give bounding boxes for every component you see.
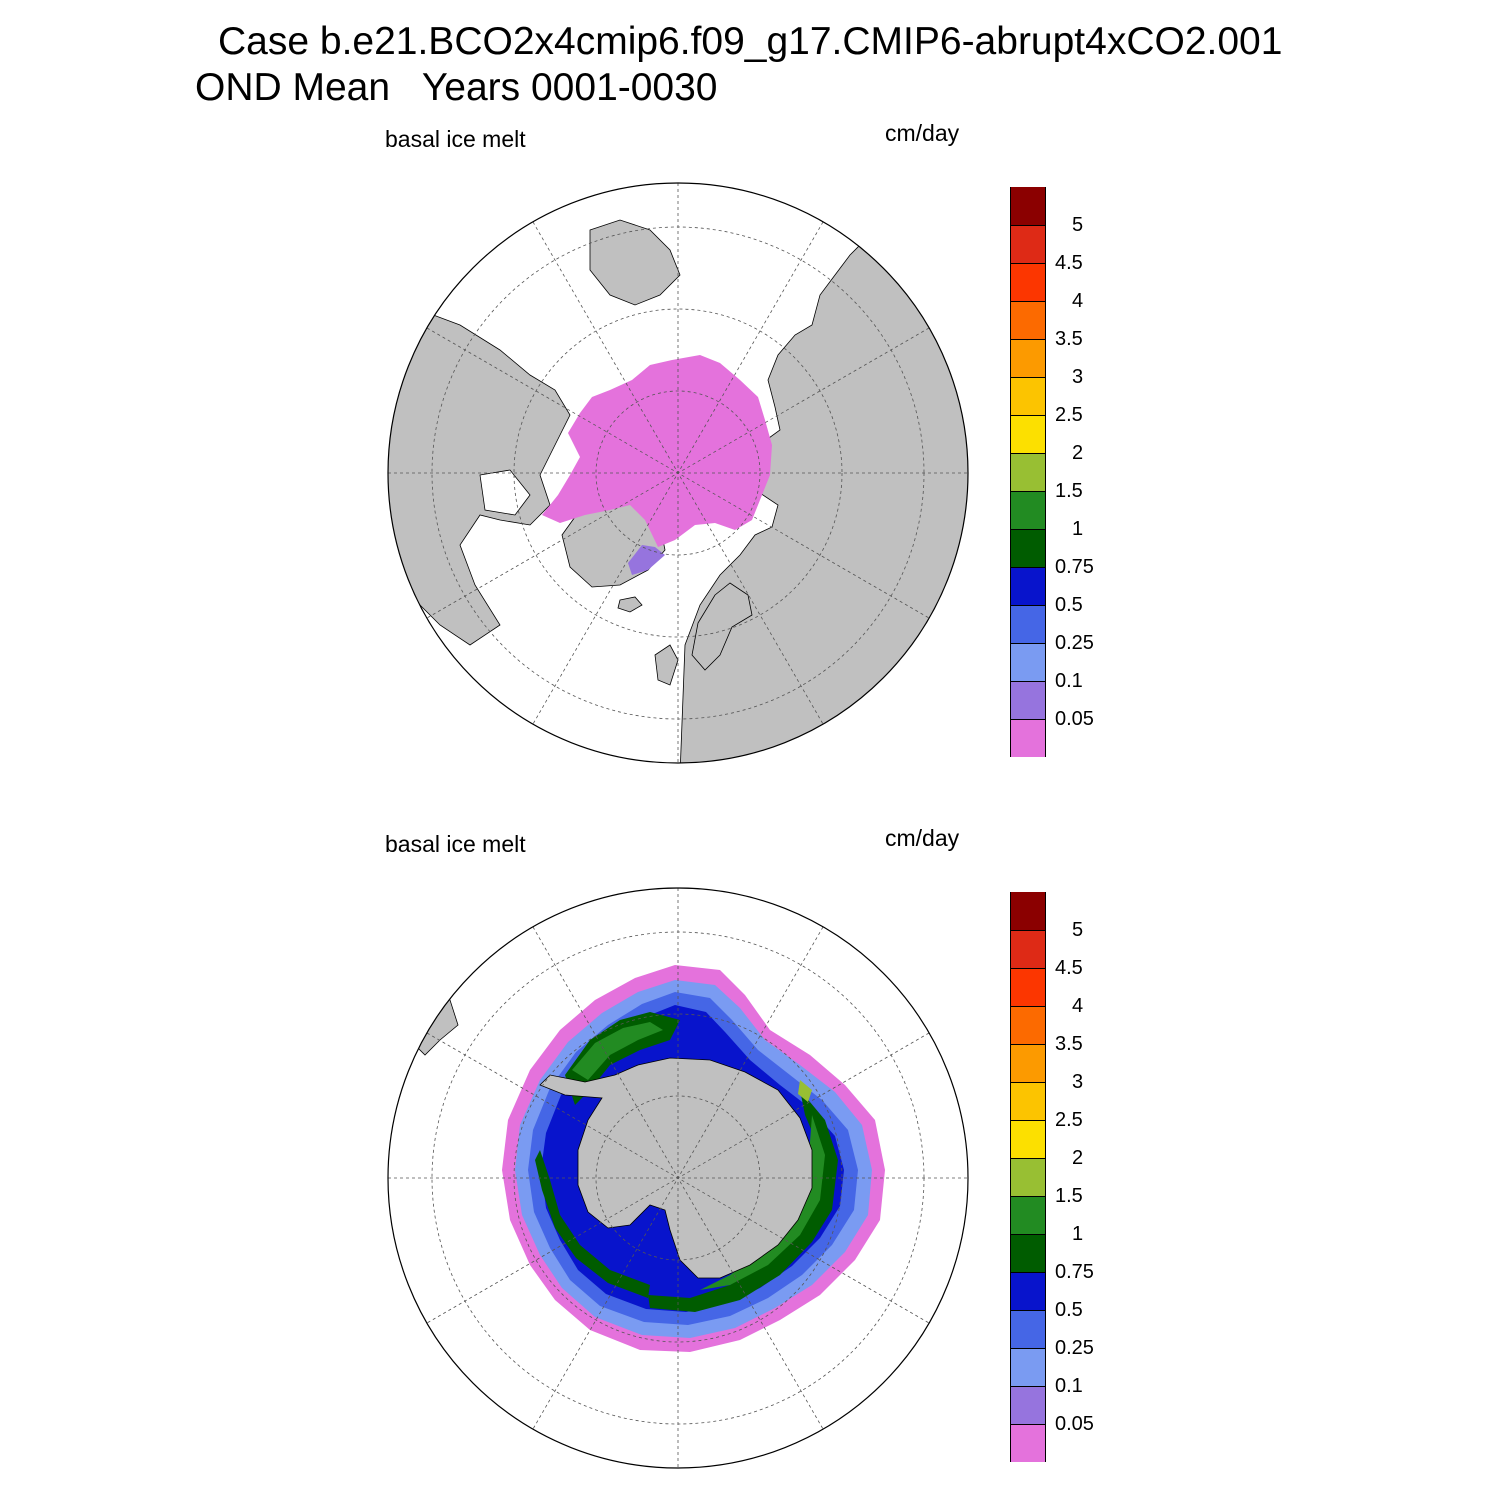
colorbar-tick-label: 3 bbox=[1072, 1071, 1084, 1093]
colorbar-swatch bbox=[1011, 681, 1045, 719]
figure-title-line2: OND Mean Years 0001-0030 bbox=[195, 66, 718, 109]
colorbar-swatch bbox=[1011, 1006, 1045, 1044]
colorbar-swatch bbox=[1011, 1082, 1045, 1120]
colorbar-tick-label: 3 bbox=[1072, 366, 1084, 388]
colorbar-swatch bbox=[1011, 605, 1045, 643]
north-land-scandinavia bbox=[691, 582, 753, 671]
colorbar-tick-label: 5 bbox=[1072, 919, 1084, 941]
north-melt-region-edge bbox=[628, 545, 665, 575]
colorbar-swatch bbox=[1011, 1044, 1045, 1082]
south-melt-band-atlantic-core bbox=[572, 1022, 663, 1080]
north-colorbar bbox=[1010, 187, 1046, 757]
colorbar-swatch bbox=[1011, 567, 1045, 605]
colorbar-swatch bbox=[1011, 339, 1045, 377]
colorbar-tick-label: 4.5 bbox=[1055, 252, 1083, 274]
north-graticule bbox=[388, 183, 968, 763]
colorbar-tick-label: 0.25 bbox=[1055, 1337, 1094, 1359]
colorbar-swatch bbox=[1011, 225, 1045, 263]
south-polar-map bbox=[387, 887, 969, 1469]
north-polar-map bbox=[387, 182, 969, 764]
colorbar-tick-label: 2 bbox=[1072, 1147, 1084, 1169]
colorbar-swatch bbox=[1011, 187, 1045, 225]
south-units-label: cm/day bbox=[885, 825, 960, 851]
north-map-border bbox=[387, 182, 969, 764]
colorbar-tick-label: 0.25 bbox=[1055, 632, 1094, 654]
colorbar-swatch bbox=[1011, 968, 1045, 1006]
colorbar-swatch bbox=[1011, 1196, 1045, 1234]
colorbar-tick-label: 3.5 bbox=[1055, 1033, 1083, 1055]
colorbar-tick-label: 3.5 bbox=[1055, 328, 1083, 350]
south-graticule bbox=[388, 888, 968, 1468]
south-colorbar bbox=[1010, 892, 1046, 1462]
north-land-iceland bbox=[617, 596, 643, 613]
colorbar-tick-label: 0.1 bbox=[1055, 1375, 1083, 1397]
north-land-north-america bbox=[388, 309, 571, 646]
colorbar-tick-label: 4.5 bbox=[1055, 957, 1083, 979]
colorbar-swatch bbox=[1011, 377, 1045, 415]
colorbar-swatch bbox=[1011, 529, 1045, 567]
colorbar-swatch bbox=[1011, 930, 1045, 968]
colorbar-tick-label: 0.05 bbox=[1055, 708, 1094, 730]
colorbar-swatch bbox=[1011, 1234, 1045, 1272]
colorbar-tick-label: 2.5 bbox=[1055, 404, 1083, 426]
colorbar-tick-label: 2 bbox=[1072, 442, 1084, 464]
colorbar-swatch bbox=[1011, 263, 1045, 301]
colorbar-swatch bbox=[1011, 453, 1045, 491]
north-hudson-bay bbox=[479, 469, 531, 516]
colorbar-tick-label: 2.5 bbox=[1055, 1109, 1083, 1131]
colorbar-tick-label: 0.5 bbox=[1055, 1299, 1083, 1321]
colorbar-tick-label: 5 bbox=[1072, 214, 1084, 236]
south-variable-label: basal ice melt bbox=[385, 831, 526, 857]
colorbar-tick-label: 4 bbox=[1072, 290, 1084, 312]
north-units-label: cm/day bbox=[885, 120, 960, 146]
colorbar-tick-label: 0.75 bbox=[1055, 556, 1094, 578]
colorbar-tick-label: 0.5 bbox=[1055, 594, 1083, 616]
colorbar-tick-label: 1.5 bbox=[1055, 1185, 1083, 1207]
south-land-antarctica bbox=[539, 1057, 813, 1279]
north-land-british-isles bbox=[654, 644, 679, 686]
colorbar-tick-label: 1 bbox=[1072, 518, 1084, 540]
colorbar-swatch bbox=[1011, 1120, 1045, 1158]
south-melt-band-pacific bbox=[535, 1150, 650, 1298]
colorbar-swatch bbox=[1011, 1272, 1045, 1310]
north-land-alaska bbox=[589, 219, 681, 306]
colorbar-swatch bbox=[1011, 1424, 1045, 1462]
figure-title-line1: Case b.e21.BCO2x4cmip6.f09_g17.CMIP6-abr… bbox=[218, 20, 1283, 63]
colorbar-swatch bbox=[1011, 301, 1045, 339]
colorbar-swatch bbox=[1011, 892, 1045, 930]
colorbar-swatch bbox=[1011, 1158, 1045, 1196]
colorbar-swatch bbox=[1011, 491, 1045, 529]
south-map-border bbox=[387, 887, 969, 1469]
colorbar-swatch bbox=[1011, 415, 1045, 453]
south-melt-band-indian-peak bbox=[798, 1080, 812, 1102]
south-melt-band-indian bbox=[648, 1090, 838, 1312]
colorbar-tick-label: 4 bbox=[1072, 995, 1084, 1017]
colorbar-swatch bbox=[1011, 643, 1045, 681]
colorbar-tick-label: 0.05 bbox=[1055, 1413, 1094, 1435]
colorbar-swatch bbox=[1011, 719, 1045, 757]
north-variable-label: basal ice melt bbox=[385, 126, 526, 152]
colorbar-tick-label: 0.1 bbox=[1055, 670, 1083, 692]
north-melt-region bbox=[542, 355, 772, 547]
colorbar-tick-label: 1.5 bbox=[1055, 480, 1083, 502]
colorbar-swatch bbox=[1011, 1348, 1045, 1386]
colorbar-tick-label: 0.75 bbox=[1055, 1261, 1094, 1283]
colorbar-tick-label: 1 bbox=[1072, 1223, 1084, 1245]
colorbar-swatch bbox=[1011, 1386, 1045, 1424]
colorbar-swatch bbox=[1011, 1310, 1045, 1348]
